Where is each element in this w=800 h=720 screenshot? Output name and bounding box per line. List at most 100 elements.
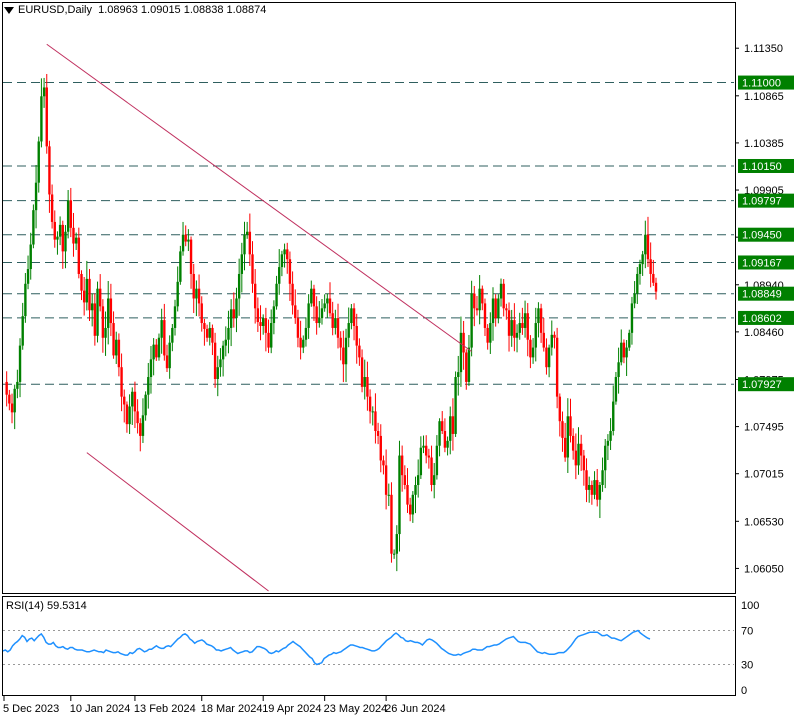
bull-candle	[42, 87, 46, 97]
bear-candle	[8, 394, 11, 404]
bull-candle	[459, 332, 463, 373]
rsi-axis-label: 100	[741, 600, 759, 612]
bull-candle	[347, 323, 350, 338]
time-tick-label: 10 Jan 2024	[70, 703, 131, 715]
bear-candle	[315, 306, 318, 324]
bear-candle	[582, 455, 586, 471]
bear-candle	[205, 328, 209, 338]
bull-candle	[411, 494, 415, 515]
bull-candle	[195, 288, 198, 299]
time-tick-label: 5 Dec 2023	[3, 703, 59, 715]
bear-candle	[139, 423, 142, 436]
bull-candle	[152, 344, 155, 360]
bull-candle	[261, 318, 265, 326]
bear-candle	[473, 293, 476, 309]
bear-candle	[441, 421, 444, 432]
bull-candle	[641, 254, 644, 265]
bull-candle	[617, 362, 620, 378]
bull-candle	[523, 313, 527, 328]
level-tag	[738, 227, 794, 242]
bear-candle	[342, 347, 345, 365]
bull-candle	[141, 415, 145, 436]
bull-candle	[628, 332, 631, 348]
bull-candle	[614, 377, 618, 402]
bull-candle	[56, 236, 59, 240]
bear-candle	[569, 416, 572, 436]
bull-candle	[131, 391, 134, 407]
bear-candle	[542, 332, 545, 348]
bull-candle	[227, 327, 230, 340]
bull-candle	[160, 320, 163, 338]
bull-candle	[18, 345, 22, 382]
bull-candle	[620, 342, 623, 363]
bear-candle	[502, 283, 505, 309]
bear-candle	[574, 450, 578, 466]
bear-candle	[355, 325, 358, 346]
price-tick-label: 1.07015	[744, 469, 784, 481]
price-axis: 1.113501.108651.103851.099051.094251.089…	[735, 43, 784, 575]
bear-candle	[571, 435, 575, 451]
bull-candle	[307, 303, 310, 328]
bear-candle	[45, 87, 48, 147]
bear-candle	[165, 355, 169, 369]
bear-candle	[331, 313, 334, 328]
bear-candle	[558, 396, 562, 422]
bull-candle	[449, 416, 452, 441]
bear-candle	[77, 237, 81, 274]
bear-candle	[390, 494, 393, 554]
level-tag	[738, 255, 794, 270]
level-tag	[738, 377, 794, 392]
bear-candle	[430, 457, 433, 485]
bear-candle	[211, 327, 214, 343]
bear-candle	[203, 323, 206, 329]
bear-candle	[539, 308, 543, 333]
bull-candle	[419, 447, 423, 476]
level-tag-label: 1.09797	[742, 196, 782, 208]
bull-candle	[149, 359, 153, 378]
bull-candle	[497, 298, 500, 319]
bull-candle	[74, 237, 78, 244]
bear-candle	[336, 318, 340, 338]
bull-candle	[304, 327, 308, 340]
bull-candle	[90, 303, 94, 311]
bear-candle	[286, 249, 289, 260]
bear-candle	[61, 224, 64, 252]
bull-candle	[66, 200, 70, 232]
level-tag-label: 1.09167	[742, 257, 782, 269]
bear-candle	[649, 259, 652, 274]
bull-candle	[604, 445, 607, 471]
bull-candle	[422, 445, 425, 448]
bull-candle	[208, 327, 211, 338]
bear-candle	[360, 357, 364, 387]
bear-candle	[259, 322, 262, 326]
bear-candle	[406, 484, 409, 505]
bull-candle	[638, 264, 642, 274]
bear-candle	[288, 259, 292, 284]
bear-candle	[200, 303, 203, 324]
bull-candle	[270, 323, 273, 348]
rsi-panel: 100 70 30 0	[2, 600, 759, 697]
bear-candle	[69, 200, 73, 228]
bull-candle	[467, 347, 471, 382]
bull-candle	[157, 337, 161, 358]
bull-candle	[537, 308, 540, 324]
bull-candle	[104, 327, 107, 338]
bear-candle	[312, 288, 316, 307]
bull-candle	[275, 283, 278, 307]
bear-candle	[563, 437, 567, 458]
dropdown-triangle-icon[interactable]	[4, 6, 14, 14]
bull-candle	[245, 231, 249, 235]
bull-candle	[16, 381, 19, 389]
bull-candle	[64, 231, 67, 252]
level-tag-label: 1.08849	[742, 289, 782, 301]
bear-candle	[400, 455, 404, 476]
bear-candle	[481, 288, 484, 304]
bull-candle	[243, 234, 246, 255]
bear-candle	[646, 234, 650, 260]
bear-candle	[379, 435, 382, 461]
bull-candle	[566, 416, 570, 458]
bull-candle	[601, 470, 604, 485]
bear-candle	[585, 470, 588, 490]
bear-candle	[125, 404, 129, 425]
